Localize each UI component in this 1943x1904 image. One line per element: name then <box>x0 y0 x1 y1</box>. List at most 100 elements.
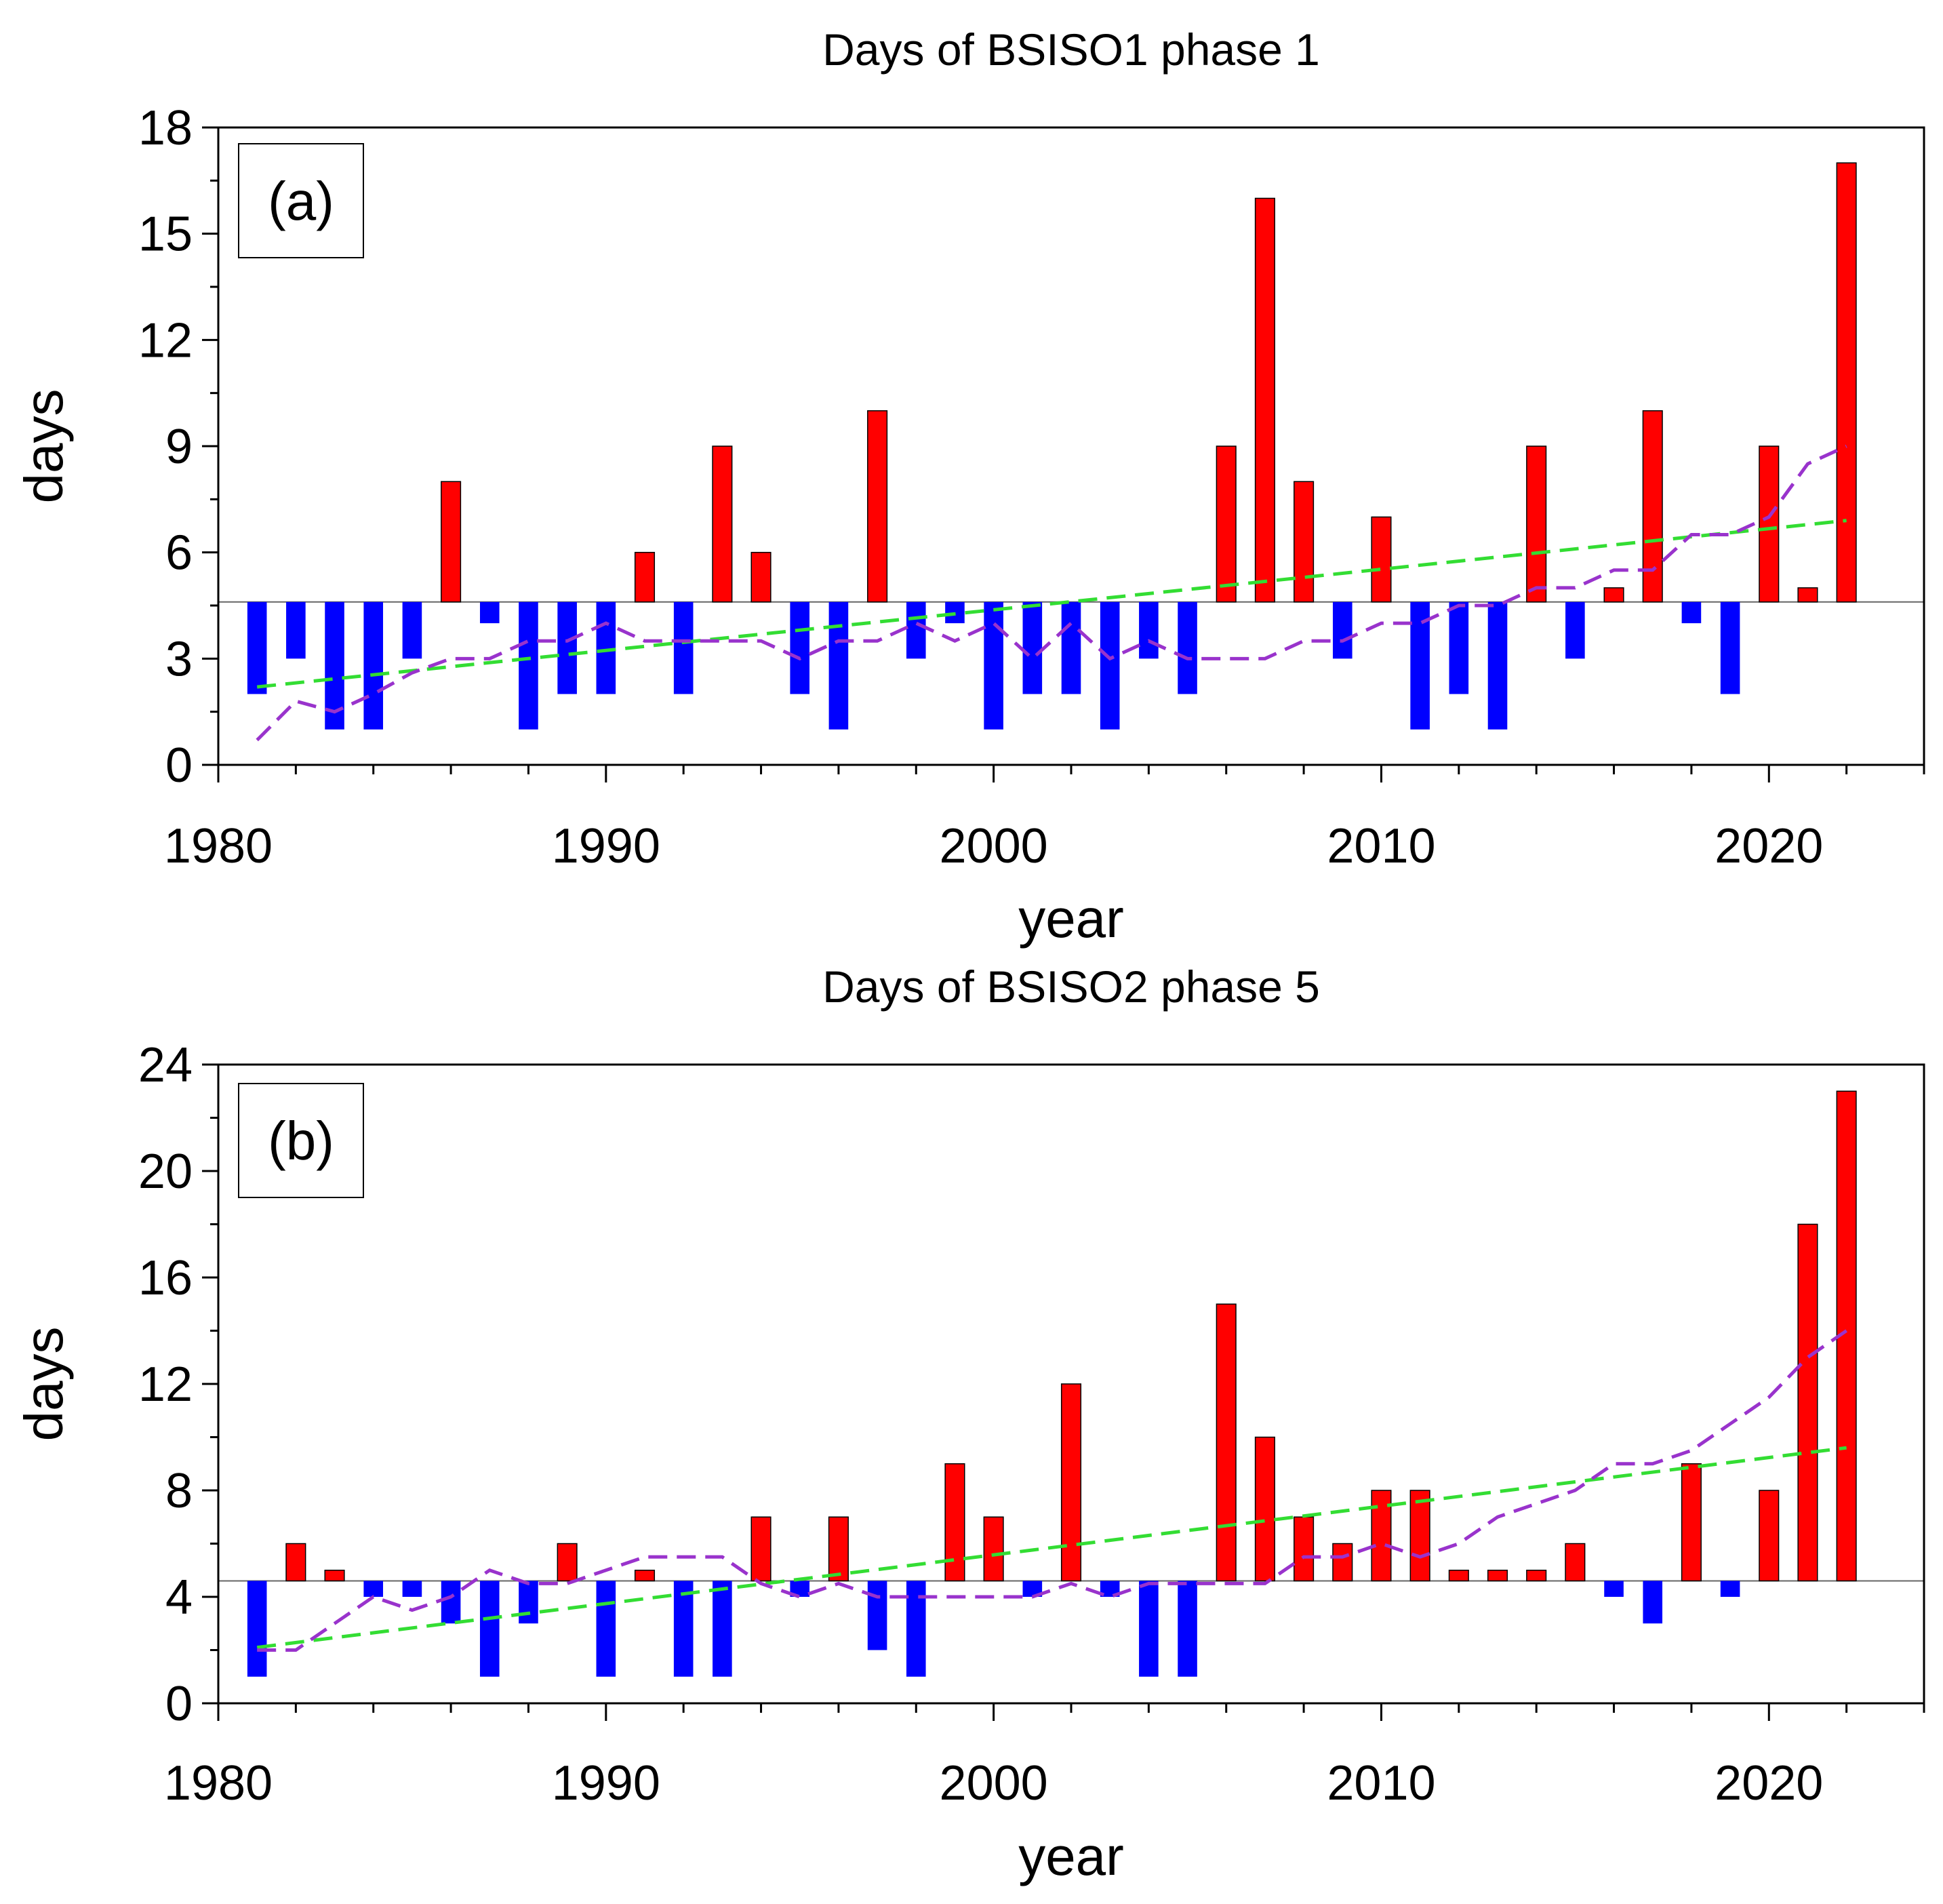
bar <box>479 1581 500 1677</box>
panel-label-box <box>238 1083 364 1198</box>
bar <box>1332 1543 1353 1582</box>
bar <box>1178 601 1197 694</box>
x-tick-label: 1980 <box>164 1756 273 1810</box>
bar <box>790 1581 810 1597</box>
bar <box>441 1581 461 1624</box>
bar <box>1409 1490 1430 1582</box>
x-tick-label: 1990 <box>552 819 660 873</box>
bar <box>713 1581 732 1677</box>
bar <box>1642 410 1663 603</box>
bar <box>247 601 267 694</box>
bar <box>1254 197 1275 603</box>
bar <box>1681 601 1702 624</box>
bar <box>1565 1543 1586 1582</box>
bar <box>1449 601 1469 694</box>
panel-a: Days of BSISO1 phase 1 0 3 6 9 12 15 18 1980 1990… <box>14 24 1925 949</box>
bar <box>1720 1581 1740 1597</box>
bar <box>983 1516 1004 1582</box>
bar <box>247 1581 267 1677</box>
running-mean-line <box>257 1329 1848 1652</box>
bar <box>1681 1463 1702 1582</box>
x-axis-label: year <box>1018 888 1124 949</box>
y-tick-label: 20 <box>138 1145 193 1199</box>
y-axis-label: days <box>14 389 74 504</box>
panel-label: (b) <box>268 1111 334 1171</box>
bar <box>673 601 694 694</box>
bar <box>1797 1223 1818 1582</box>
x-tick-label: 2020 <box>1715 1756 1823 1810</box>
y-tick-label: 0 <box>165 1677 193 1731</box>
x-tick-label: 1980 <box>164 819 273 873</box>
bar <box>1178 1581 1197 1677</box>
trend-line <box>256 519 1847 689</box>
x-axis-label: year <box>1018 1826 1124 1886</box>
bar <box>519 1581 538 1624</box>
bar <box>1216 445 1237 603</box>
chart-title: Days of BSISO2 phase 5 <box>822 961 1320 1012</box>
bar <box>712 445 733 603</box>
x-tick-label: 2010 <box>1327 819 1435 873</box>
y-tick-label: 12 <box>138 313 193 368</box>
bar <box>634 551 656 603</box>
running-mean-line <box>256 444 1847 742</box>
bar <box>1720 601 1740 694</box>
bar <box>402 1581 422 1597</box>
bar <box>1100 1581 1120 1597</box>
bar <box>1836 162 1857 603</box>
bar <box>867 1581 887 1650</box>
bar <box>1139 601 1159 659</box>
bar <box>750 551 772 603</box>
bar <box>557 1543 578 1582</box>
bar <box>1371 516 1392 603</box>
bar <box>1022 601 1043 694</box>
bar <box>1487 601 1508 730</box>
bar <box>285 1543 306 1582</box>
bar <box>479 601 500 624</box>
panel-b: Days of BSISO2 phase 5 0 4 8 12 16 20 24 1980 199… <box>14 961 1925 1886</box>
bar <box>867 410 888 603</box>
bar <box>596 601 616 694</box>
bar <box>1759 1490 1780 1582</box>
bar <box>1254 1436 1275 1582</box>
y-tick-label: 9 <box>165 420 193 474</box>
bar <box>1061 601 1081 694</box>
bar <box>1448 1570 1469 1582</box>
bar <box>828 1516 849 1582</box>
y-tick-label: 16 <box>138 1251 193 1305</box>
bar <box>363 601 384 730</box>
bar <box>1643 1581 1663 1624</box>
bar <box>750 1516 772 1582</box>
bar <box>1759 445 1780 603</box>
bar <box>286 601 306 659</box>
bar <box>673 1581 694 1677</box>
bar <box>1603 587 1624 603</box>
bar <box>1332 601 1353 659</box>
bar <box>1797 587 1818 603</box>
y-axis-label: days <box>14 1327 74 1442</box>
bar <box>1294 1516 1315 1582</box>
y-tick-label: 15 <box>138 207 193 262</box>
bar <box>1526 1570 1547 1582</box>
panel-label: (a) <box>268 171 334 231</box>
x-tick-label: 2000 <box>940 1756 1048 1810</box>
bar <box>790 601 810 694</box>
y-tick-label: 24 <box>138 1038 193 1092</box>
trend-line <box>256 1446 1847 1650</box>
bar <box>634 1570 656 1582</box>
y-tick-label: 18 <box>138 101 193 155</box>
chart-title: Days of BSISO1 phase 1 <box>822 24 1320 75</box>
x-tick-label: 2020 <box>1715 819 1823 873</box>
bar <box>1526 445 1547 603</box>
bar <box>1487 1570 1508 1582</box>
bar <box>1604 1581 1624 1597</box>
y-tick-label: 3 <box>165 632 193 686</box>
bar <box>519 601 538 730</box>
bar <box>944 1463 965 1582</box>
y-tick-label: 4 <box>165 1570 193 1625</box>
y-tick-label: 0 <box>165 738 193 793</box>
y-tick-label: 8 <box>165 1464 193 1518</box>
bar <box>1139 1581 1159 1677</box>
bar <box>1022 1581 1043 1597</box>
bar <box>363 1581 384 1597</box>
